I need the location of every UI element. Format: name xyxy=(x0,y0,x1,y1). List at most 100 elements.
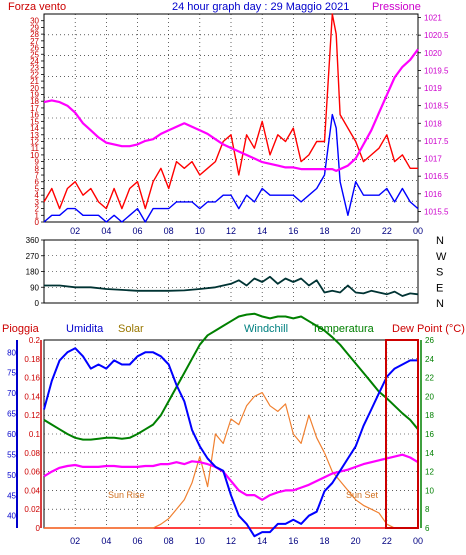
humidity-tick-label: 55 xyxy=(7,450,16,459)
direction-tick-label: 180 xyxy=(26,268,40,277)
left-tick-label: 2 xyxy=(35,205,40,214)
multi-sensor-panel: 40455055606570758000.020.040.060.080.10.… xyxy=(7,312,434,546)
humidity-tick-label: 45 xyxy=(7,491,16,500)
dew-point-label: Dew Point (°C) xyxy=(392,323,465,335)
right-tick-label: 1019 xyxy=(424,84,442,93)
left-tick-label: 29 xyxy=(30,23,39,32)
left-tick-label: 20 xyxy=(30,84,39,93)
header-left-label: Forza vento xyxy=(8,1,66,13)
x-tick-label: 08 xyxy=(164,226,174,236)
temp-tick-label: 12 xyxy=(425,468,434,477)
left-tick-label: 4 xyxy=(35,191,40,200)
left-tick-label: 28 xyxy=(30,30,39,39)
right-tick-label: 1017 xyxy=(424,155,442,164)
x-tick-label: 14 xyxy=(257,226,267,236)
left-tick-label: 8 xyxy=(35,164,40,173)
left-tick-label: 10 xyxy=(30,151,39,160)
temp-tick-label: 18 xyxy=(425,411,434,420)
dew-point-line xyxy=(43,453,419,501)
right-tick-label: 1020 xyxy=(424,49,442,58)
multi-panel-header: Pioggia Umidita Solar Windchill Temperat… xyxy=(2,323,465,335)
direction-tick-label: 90 xyxy=(30,283,39,292)
humidity-tick-label: 50 xyxy=(7,471,16,480)
humidity-label: Umidita xyxy=(66,323,104,335)
right-tick-label: 1015.5 xyxy=(424,207,449,216)
left-tick-label: 23 xyxy=(30,64,39,73)
direction-tick-label: 360 xyxy=(26,236,40,245)
left-tick-label: 17 xyxy=(30,104,39,113)
solar-line xyxy=(44,392,418,529)
x-tick-label: 04 xyxy=(101,536,111,546)
humidity-tick-label: 80 xyxy=(7,348,16,357)
temp-tick-label: 10 xyxy=(425,486,434,495)
x-tick-label: 14 xyxy=(257,536,267,546)
left-tick-label: 30 xyxy=(30,17,39,26)
left-tick-label: 22 xyxy=(30,70,39,79)
compass-label: W xyxy=(436,251,447,263)
rain-tick-label: 0.18 xyxy=(24,355,40,364)
left-tick-label: 13 xyxy=(30,131,39,140)
right-tick-label: 1021 xyxy=(424,14,442,23)
x-tick-label: 22 xyxy=(382,226,392,236)
temp-tick-label: 24 xyxy=(425,355,434,364)
left-tick-label: 16 xyxy=(30,111,39,120)
x-tick-label: 00 xyxy=(413,536,423,546)
direction-tick-label: 0 xyxy=(35,299,40,308)
humidity-tick-label: 75 xyxy=(7,369,16,378)
direction-line xyxy=(44,275,419,297)
wind-gust-line xyxy=(43,13,418,210)
rain-tick-label: 0.08 xyxy=(24,449,40,458)
x-tick-label: 20 xyxy=(351,226,361,236)
x-tick-label: 18 xyxy=(319,536,329,546)
left-tick-label: 19 xyxy=(30,91,39,100)
left-tick-label: 26 xyxy=(30,44,39,53)
rain-tick-label: 0.02 xyxy=(24,505,40,514)
rain-tick-label: 0.06 xyxy=(24,468,40,477)
left-tick-label: 9 xyxy=(35,158,40,167)
rain-tick-label: 0.1 xyxy=(29,430,41,439)
left-tick-label: 5 xyxy=(35,184,40,193)
temp-tick-label: 26 xyxy=(425,336,434,345)
temperature-line xyxy=(43,312,419,441)
sunrise-annotation: Sun Rise xyxy=(108,490,145,500)
pressure-line xyxy=(43,48,419,172)
left-tick-label: 6 xyxy=(35,178,40,187)
rain-tick-label: 0.12 xyxy=(24,411,40,420)
chart-title: 24 hour graph day : 29 Maggio 2021 xyxy=(172,1,349,13)
x-tick-label: 04 xyxy=(101,226,111,236)
right-tick-label: 1018.5 xyxy=(424,102,449,111)
compass-label: N xyxy=(436,298,444,310)
windchill-label: Windchill xyxy=(244,323,288,335)
humidity-tick-label: 70 xyxy=(7,389,16,398)
temp-tick-label: 8 xyxy=(425,505,430,514)
x-tick-label: 08 xyxy=(164,536,174,546)
humidity-line xyxy=(43,347,418,538)
wind-pressure-panel: 0123456789101112131415161718192021222324… xyxy=(30,13,449,236)
temp-tick-label: 16 xyxy=(425,430,434,439)
x-tick-label: 16 xyxy=(288,536,298,546)
right-tick-label: 1019.5 xyxy=(424,66,449,75)
left-tick-label: 15 xyxy=(30,117,39,126)
x-tick-label: 00 xyxy=(413,226,423,236)
humidity-tick-label: 40 xyxy=(7,512,16,521)
direction-tick-label: 270 xyxy=(26,252,40,261)
x-tick-label: 10 xyxy=(195,226,205,236)
humidity-tick-label: 65 xyxy=(7,410,16,419)
left-tick-label: 18 xyxy=(30,97,39,106)
humidity-tick-label: 60 xyxy=(7,430,16,439)
left-tick-label: 25 xyxy=(30,50,39,59)
x-tick-label: 16 xyxy=(288,226,298,236)
solar-label: Solar xyxy=(118,323,144,335)
x-tick-label: 12 xyxy=(226,226,236,236)
right-tick-label: 1016 xyxy=(424,190,442,199)
x-tick-label: 20 xyxy=(351,536,361,546)
right-tick-label: 1017.5 xyxy=(424,137,449,146)
x-tick-label: 06 xyxy=(132,536,142,546)
left-tick-label: 3 xyxy=(35,198,40,207)
compass-label: S xyxy=(436,267,443,279)
left-tick-label: 24 xyxy=(30,57,39,66)
current-range-box xyxy=(385,339,419,529)
rain-tick-label: 0.14 xyxy=(24,392,40,401)
